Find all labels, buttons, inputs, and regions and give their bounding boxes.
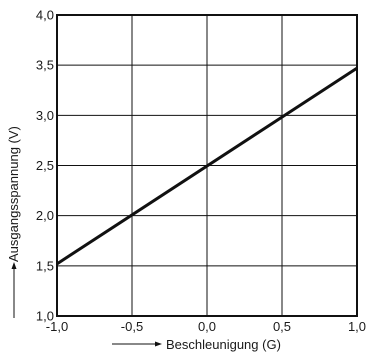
- y-tick-label: 3,5: [36, 58, 54, 73]
- series-line: [56, 66, 358, 266]
- y-tick-label: 1,5: [36, 258, 54, 273]
- y-tick-label: 3,0: [36, 108, 54, 123]
- x-tick-label: 1,0: [348, 319, 366, 334]
- plot-frame: [56, 14, 358, 317]
- y-axis-label-group: Ausgangsspannung (V): [6, 126, 21, 318]
- x-axis-arrow-head: [155, 341, 162, 347]
- x-axis-label-group: Beschleunigung (G): [112, 337, 281, 352]
- y-tick-label: 4,0: [36, 8, 54, 23]
- x-tick-label: -0,5: [121, 319, 143, 334]
- y-tick-label: 1,0: [36, 309, 54, 324]
- y-axis-label: Ausgangsspannung (V): [6, 126, 21, 262]
- x-axis-label: Beschleunigung (G): [166, 337, 281, 352]
- y-tick-labels: 1,0 1,5 2,0 2,5 3,0 3,5 4,0: [36, 8, 54, 324]
- x-tick-label: -1,0: [46, 319, 68, 334]
- x-tick-labels: -1,0 -0,5 0,0 0,5 1,0: [46, 319, 366, 334]
- x-tick-label: 0,0: [198, 319, 216, 334]
- y-tick-label: 2,5: [36, 158, 54, 173]
- y-tick-label: 2,0: [36, 208, 54, 223]
- y-axis-arrow-head: [11, 262, 17, 269]
- x-tick-label: 0,5: [273, 319, 291, 334]
